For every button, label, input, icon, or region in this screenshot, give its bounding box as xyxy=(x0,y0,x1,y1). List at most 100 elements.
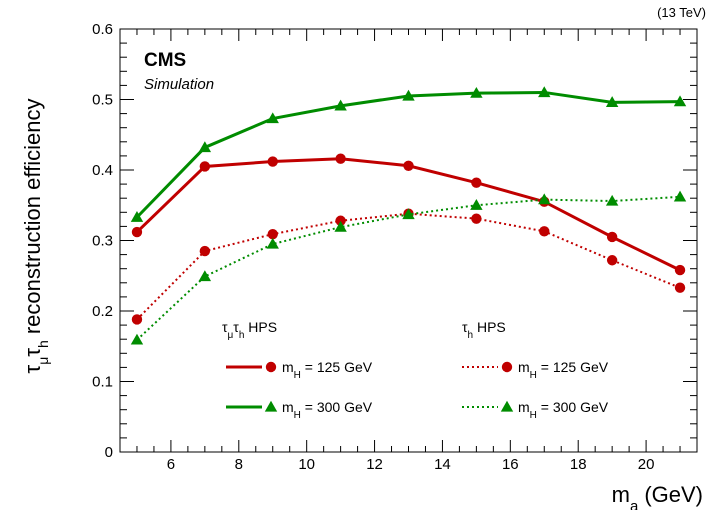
data-point-mumu300 xyxy=(130,211,144,222)
legend-marker-h300 xyxy=(500,400,514,412)
y-tick-label: 0.1 xyxy=(92,374,113,391)
data-point-h300 xyxy=(538,193,551,205)
legend-label-rest: = 125 GeV xyxy=(301,359,373,375)
data-point-h125 xyxy=(131,314,143,325)
legend-label-rest: = 300 GeV xyxy=(537,399,609,415)
y-axis-title-tau1: τ xyxy=(20,364,45,373)
data-point-mumu300 xyxy=(198,141,212,153)
x-axis-title: ma (GeV) xyxy=(612,482,703,510)
y-axis-title-sub1: μ xyxy=(35,357,51,365)
data-point-h300 xyxy=(266,237,279,249)
y-axis-title: τμτhreconstruction efficiency xyxy=(20,99,51,374)
cms-label: CMS xyxy=(144,50,186,71)
x-tick-label: 14 xyxy=(434,456,451,473)
y-tick-label: 0.3 xyxy=(92,233,113,250)
y-tick-label: 0.4 xyxy=(92,162,113,179)
data-point-h125 xyxy=(199,245,211,257)
data-point-mumu300 xyxy=(402,89,415,101)
data-point-h300 xyxy=(130,333,144,345)
series-mumu300 xyxy=(130,86,687,222)
legend-header-group2-t1: τ xyxy=(462,319,468,335)
y-tick-label: 0.6 xyxy=(92,21,113,38)
legend-label-main: m xyxy=(518,359,530,375)
data-point-mumu300 xyxy=(266,112,279,124)
legend-header-group2: τh HPS xyxy=(462,319,506,341)
x-axis-title-sub: a xyxy=(630,498,639,510)
data-point-h125 xyxy=(606,255,618,266)
x-axis-title-unit: (GeV) xyxy=(644,482,703,507)
simulation-label: Simulation xyxy=(144,76,214,93)
data-point-mumu125 xyxy=(335,153,346,164)
data-point-mumu300 xyxy=(605,96,619,107)
legend-marker-mumu300 xyxy=(264,400,278,412)
y-axis-title-sub2: h xyxy=(35,340,51,348)
legend-header-group1: τμτh HPS xyxy=(222,319,277,341)
legend-label-sub: H xyxy=(294,370,301,381)
legend-header-group1-s2: h xyxy=(239,330,245,341)
data-point-mumu300 xyxy=(538,86,551,98)
y-tick-label: 0 xyxy=(105,444,113,461)
y-axis-title-tau2: τ xyxy=(20,348,45,357)
axes: 6 8 10 12 14 16 18 20 0 0.1 0.2 0.3 0.4 0.5 0.6 xyxy=(92,21,698,473)
data-point-h125 xyxy=(471,213,482,224)
legend-label-sub: H xyxy=(294,410,301,421)
x-axis-title-main: m xyxy=(612,482,630,507)
data-point-mumu300 xyxy=(673,95,687,107)
legend-label-main: m xyxy=(282,359,294,375)
legend-label-main: m xyxy=(282,399,294,415)
legend-entry-mumu125: mH = 125 GeV xyxy=(226,359,373,381)
legend-marker-h125 xyxy=(501,361,513,373)
x-tick-label: 20 xyxy=(638,456,655,473)
legend-header-group1-t2: τ xyxy=(233,319,239,335)
legend-label-mumu125: mH = 125 GeV xyxy=(282,359,373,381)
legend-label-sub: H xyxy=(530,410,537,421)
x-tick-label: 8 xyxy=(235,456,243,473)
x-tick-label: 16 xyxy=(502,456,519,473)
data-point-h300 xyxy=(198,270,212,282)
data-point-mumu300 xyxy=(334,99,347,111)
legend-header-group2-s1: h xyxy=(468,330,474,341)
x-tick-label: 18 xyxy=(570,456,587,473)
data-point-mumu125 xyxy=(267,156,278,167)
series-line-mumu300 xyxy=(135,90,681,219)
y-axis-title-rest: reconstruction efficiency xyxy=(20,99,45,335)
legend-header-group2-rest: HPS xyxy=(473,319,506,335)
series-h300 xyxy=(130,190,687,345)
legend-label-rest: = 300 GeV xyxy=(301,399,373,415)
data-point-mumu125 xyxy=(606,231,618,243)
legend-label-h125: mH = 125 GeV xyxy=(518,359,609,381)
data-point-mumu125 xyxy=(199,161,211,172)
data-point-mumu125 xyxy=(471,177,482,188)
legend-label-sub: H xyxy=(530,370,537,381)
legend-label-mumu300: mH = 300 GeV xyxy=(282,399,373,421)
data-point-mumu300 xyxy=(470,86,483,98)
data-point-h125 xyxy=(539,226,550,237)
legend-label-h300: mH = 300 GeV xyxy=(518,399,609,421)
legend-marker-mumu125 xyxy=(265,361,277,373)
legend-label-rest: = 125 GeV xyxy=(537,359,609,375)
x-tick-label: 10 xyxy=(298,456,315,473)
data-point-mumu125 xyxy=(674,264,686,276)
y-tick-label: 0.2 xyxy=(92,303,113,320)
series-line-h125 xyxy=(136,212,681,321)
legend-entry-mumu300: mH = 300 GeV xyxy=(226,399,373,421)
x-tick-label: 6 xyxy=(167,456,175,473)
x-tick-label: 12 xyxy=(366,456,383,473)
legend-entry-h300: mH = 300 GeV xyxy=(462,399,609,421)
data-point-h125 xyxy=(674,282,686,293)
data-point-h125 xyxy=(267,228,278,240)
legend-header-group1-rest: HPS xyxy=(244,319,277,335)
legend-header-group1-s1: μ xyxy=(228,330,234,341)
data-point-h300 xyxy=(605,194,619,206)
plot-series xyxy=(130,86,687,345)
data-point-mumu125 xyxy=(403,160,414,171)
data-point-h300 xyxy=(402,208,415,220)
data-point-h300 xyxy=(334,220,347,232)
legend-entry-h125: mH = 125 GeV xyxy=(462,359,609,381)
series-h125 xyxy=(131,208,686,325)
data-point-h125 xyxy=(335,215,346,226)
data-point-mumu125 xyxy=(131,226,143,238)
